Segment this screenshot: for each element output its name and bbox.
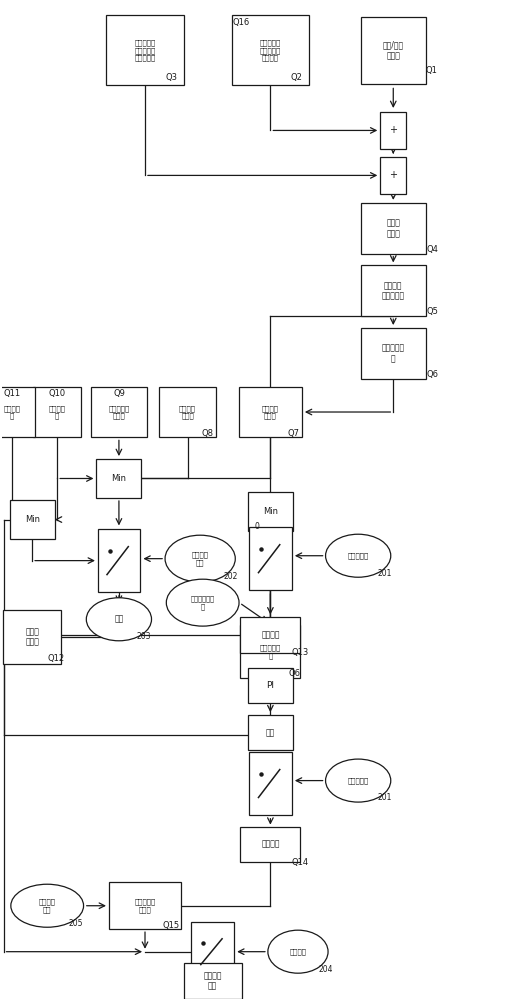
- Text: +: +: [389, 125, 397, 135]
- FancyBboxPatch shape: [33, 387, 81, 437]
- Text: 油量修正正常
量: 油量修正正常 量: [191, 596, 215, 610]
- Text: Q6: Q6: [427, 370, 439, 379]
- Text: 目标量量: 目标量量: [261, 840, 280, 849]
- FancyBboxPatch shape: [240, 617, 300, 653]
- Text: 发动机状况: 发动机状况: [347, 552, 369, 559]
- FancyBboxPatch shape: [91, 387, 146, 437]
- FancyBboxPatch shape: [361, 328, 426, 379]
- Text: 辅助系统: 辅助系统: [289, 948, 307, 955]
- Text: 发动机性能
优化量: 发动机性能 优化量: [134, 899, 156, 913]
- Text: 消耗标准
滑油量: 消耗标准 滑油量: [262, 405, 279, 419]
- FancyBboxPatch shape: [248, 492, 293, 531]
- FancyBboxPatch shape: [249, 527, 292, 590]
- FancyBboxPatch shape: [249, 752, 292, 815]
- FancyBboxPatch shape: [240, 625, 300, 678]
- FancyBboxPatch shape: [184, 963, 241, 999]
- Text: 初始/标准
滑油量: 初始/标准 滑油量: [383, 41, 404, 60]
- Text: 发动机计算
量: 发动机计算 量: [382, 344, 405, 363]
- Text: 滑油限额: 滑油限额: [261, 630, 280, 639]
- Text: Min: Min: [263, 507, 278, 516]
- FancyBboxPatch shape: [0, 387, 35, 437]
- Text: 换滤注标准
滑油量: 换滤注标准 滑油量: [108, 405, 130, 419]
- Text: 发动机腐蚀
分析性能损
失修正量: 发动机腐蚀 分析性能损 失修正量: [260, 39, 281, 61]
- FancyBboxPatch shape: [361, 203, 426, 254]
- Text: Q2: Q2: [290, 73, 302, 82]
- Ellipse shape: [268, 930, 328, 973]
- FancyBboxPatch shape: [97, 529, 140, 592]
- FancyBboxPatch shape: [240, 827, 300, 862]
- Text: 腐蚀性能
损失量测量: 腐蚀性能 损失量测量: [382, 281, 405, 300]
- Text: 202: 202: [224, 572, 238, 581]
- FancyBboxPatch shape: [109, 882, 181, 929]
- Text: 不气压力及
湿度对标准
滑油量正置: 不气压力及 湿度对标准 滑油量正置: [134, 39, 156, 61]
- Text: Q12: Q12: [47, 654, 64, 663]
- FancyBboxPatch shape: [248, 715, 293, 750]
- FancyBboxPatch shape: [191, 922, 234, 981]
- Text: 运转调整
参数: 运转调整 参数: [39, 899, 56, 913]
- Text: Q14: Q14: [292, 858, 309, 867]
- Text: 总标准
滑油量: 总标准 滑油量: [386, 219, 400, 238]
- Text: 201: 201: [377, 569, 391, 578]
- Ellipse shape: [86, 598, 152, 641]
- FancyBboxPatch shape: [4, 610, 61, 664]
- Ellipse shape: [326, 534, 391, 577]
- Text: 放油标准
量: 放油标准 量: [48, 405, 66, 419]
- Text: 发动机计算
量: 发动机计算 量: [260, 644, 281, 659]
- Text: 0: 0: [255, 522, 259, 531]
- FancyBboxPatch shape: [96, 459, 141, 498]
- Text: +: +: [389, 170, 397, 180]
- Text: Q4: Q4: [427, 245, 439, 254]
- Text: 发动机加
油量: 发动机加 油量: [204, 971, 222, 991]
- Text: Q15: Q15: [163, 921, 180, 930]
- Text: 203: 203: [136, 632, 151, 641]
- Text: Q3: Q3: [165, 73, 177, 82]
- Text: 205: 205: [68, 919, 83, 928]
- FancyBboxPatch shape: [361, 17, 426, 84]
- Text: 漏洗标准
滑油量: 漏洗标准 滑油量: [179, 405, 196, 419]
- Text: Q6: Q6: [289, 669, 301, 678]
- Text: 发动机状况: 发动机状况: [347, 777, 369, 784]
- Text: 限幅: 限幅: [266, 728, 275, 737]
- FancyBboxPatch shape: [248, 668, 293, 703]
- Text: Q11: Q11: [4, 389, 21, 398]
- FancyBboxPatch shape: [231, 15, 309, 85]
- Text: Min: Min: [112, 474, 126, 483]
- FancyBboxPatch shape: [361, 265, 426, 316]
- Text: Q9: Q9: [114, 389, 126, 398]
- FancyBboxPatch shape: [106, 15, 184, 85]
- Text: Q10: Q10: [48, 389, 65, 398]
- Text: 换油标准
量: 换油标准 量: [4, 405, 21, 419]
- Text: Q13: Q13: [292, 648, 309, 657]
- FancyBboxPatch shape: [10, 500, 55, 539]
- Ellipse shape: [165, 535, 235, 582]
- Text: 启动: 启动: [114, 615, 124, 624]
- FancyBboxPatch shape: [239, 387, 301, 437]
- FancyBboxPatch shape: [380, 112, 407, 149]
- Text: 启动系统
状态: 启动系统 状态: [192, 552, 209, 566]
- Ellipse shape: [11, 884, 83, 927]
- Text: 发动机
加油量: 发动机 加油量: [25, 627, 39, 647]
- Text: Q8: Q8: [201, 429, 214, 438]
- Ellipse shape: [326, 759, 391, 802]
- Ellipse shape: [166, 579, 239, 626]
- FancyBboxPatch shape: [380, 157, 407, 194]
- Text: Q7: Q7: [288, 429, 300, 438]
- Text: Min: Min: [25, 515, 40, 524]
- Text: Q16: Q16: [233, 18, 250, 27]
- Text: 201: 201: [377, 793, 391, 802]
- Text: Q1: Q1: [426, 66, 438, 75]
- Text: Q5: Q5: [427, 307, 439, 316]
- FancyBboxPatch shape: [159, 387, 217, 437]
- Text: 204: 204: [318, 965, 332, 974]
- Text: PI: PI: [267, 681, 274, 690]
